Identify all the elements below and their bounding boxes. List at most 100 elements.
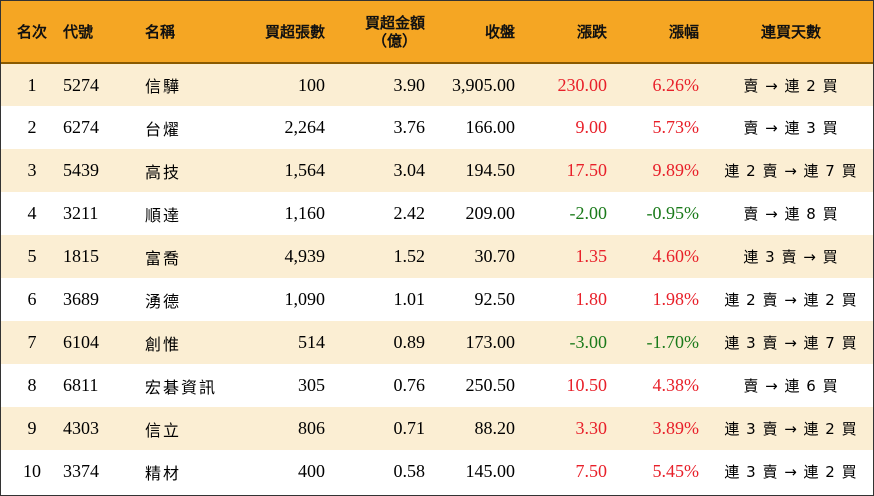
cell-close: 209.00 [465,203,516,223]
cell-change-pct: 6.26% [652,74,700,95]
cell-change-pct: 3.89% [652,418,700,438]
cell-rank: 9 [27,418,37,438]
cell-change: 3.30 [575,418,608,438]
table-row: 3 5439 高技 1,564 3.04 194.50 17.50 9.89% 連 2 賣 → … [1,149,873,192]
cell-name: 創惟 [145,334,182,354]
cell-name: 順達 [145,205,182,225]
cell-consecutive-days: 賣 → 連 2 買 [743,76,839,95]
cell-change: 1.80 [575,289,608,309]
cell-change: 230.00 [557,74,608,95]
cell-net-buy-lots: 1,160 [284,203,326,223]
cell-name: 高技 [145,162,182,182]
cell-code: 6811 [63,375,99,395]
cell-net-buy-lots: 1,090 [284,289,326,309]
table-row: 1 5274 信驊 100 3.90 3,905.00 230.00 6.26% 賣 → 連 2… [1,63,873,106]
cell-net-buy-amount: 1.52 [393,246,426,266]
table-row: 9 4303 信立 806 0.71 88.20 3.30 3.89% 連 3 賣 → 連 2 … [1,407,873,450]
cell-code: 3374 [63,461,99,481]
header-code: 代號 [63,1,135,64]
cell-net-buy-amount: 2.42 [393,203,426,223]
cell-close: 145.00 [465,461,516,481]
cell-change: 17.50 [566,160,608,180]
cell-rank: 1 [27,74,37,95]
cell-close: 194.50 [465,160,516,180]
cell-change-pct: 5.45% [652,461,700,481]
cell-change-pct: 5.73% [652,117,700,137]
cell-rank: 7 [27,332,37,352]
cell-close: 250.50 [465,375,516,395]
cell-net-buy-amount: 1.01 [393,289,426,309]
cell-rank: 5 [27,246,37,266]
cell-net-buy-amount: 3.76 [393,117,426,137]
cell-code: 1815 [63,246,99,266]
cell-change-pct: 1.98% [652,289,700,309]
cell-net-buy-amount: 3.04 [393,160,426,180]
cell-net-buy-lots: 4,939 [284,246,326,266]
cell-close: 88.20 [474,418,516,438]
cell-net-buy-amount: 0.58 [393,461,426,481]
cell-code: 5439 [63,160,99,180]
cell-net-buy-amount: 3.90 [393,74,426,95]
cell-net-buy-amount: 0.89 [393,332,426,352]
cell-close: 166.00 [465,117,516,137]
table-header: 名次 代號 名稱 買超張數 買超金額 （億） 收盤 漲跌 漲幅 連買天數 [1,1,873,64]
cell-net-buy-lots: 2,264 [284,117,326,137]
cell-net-buy-lots: 514 [298,332,325,352]
cell-change-pct: 4.38% [652,375,700,395]
header-consecutive-days: 連買天數 [709,1,873,64]
header-change-pct: 漲幅 [617,1,709,64]
cell-rank: 3 [27,160,37,180]
cell-consecutive-days: 賣 → 連 3 買 [743,119,839,137]
cell-change-pct: 9.89% [652,160,700,180]
cell-name: 信驊 [145,77,182,96]
cell-consecutive-days: 連 2 賣 → 連 2 買 [724,291,858,309]
cell-net-buy-lots: 305 [298,375,325,395]
cell-change: 1.35 [575,246,608,266]
table-row: 4 3211 順達 1,160 2.42 209.00 -2.00 -0.95% 賣 → 連 8… [1,192,873,235]
cell-change: -2.00 [569,203,608,223]
cell-change: 7.50 [575,461,608,481]
cell-change: -3.00 [569,332,608,352]
cell-rank: 2 [27,117,37,137]
cell-consecutive-days: 連 3 賣 → 連 7 買 [724,334,858,352]
cell-name: 信立 [145,420,182,440]
cell-consecutive-days: 連 2 賣 → 連 7 買 [724,162,858,180]
cell-consecutive-days: 賣 → 連 6 買 [743,377,839,395]
cell-change-pct: 4.60% [652,246,700,266]
header-rank: 名次 [1,1,63,64]
header-net-buy-amount: 買超金額 （億） [335,1,435,64]
cell-code: 4303 [63,418,99,438]
table-row: 5 1815 富喬 4,939 1.52 30.70 1.35 4.60% 連 3 賣 → 買 [1,235,873,278]
cell-close: 173.00 [465,332,516,352]
cell-rank: 10 [23,461,41,481]
cell-net-buy-lots: 1,564 [284,160,326,180]
cell-net-buy-lots: 400 [298,461,325,481]
header-net-buy-amount-line1: 買超金額 [364,13,425,32]
cell-close: 30.70 [474,246,516,266]
cell-name: 精材 [145,463,182,483]
cell-consecutive-days: 連 3 賣 → 連 2 買 [724,463,858,481]
cell-net-buy-amount: 0.71 [393,418,426,438]
header-name: 名稱 [135,1,235,64]
cell-change: 9.00 [575,117,608,137]
table-row: 7 6104 創惟 514 0.89 173.00 -3.00 -1.70% 連 3 賣 → 連… [1,321,873,364]
cell-code: 6104 [63,332,99,352]
cell-name: 湧德 [145,291,182,311]
cell-change-pct: -1.70% [646,332,700,352]
table-row: 10 3374 精材 400 0.58 145.00 7.50 5.45% 連 3 賣 → 連 … [1,450,873,493]
cell-consecutive-days: 連 3 賣 → 買 [743,248,839,266]
table-row: 6 3689 湧德 1,090 1.01 92.50 1.80 1.98% 連 2 賣 → 連 … [1,278,873,321]
cell-net-buy-amount: 0.76 [393,375,426,395]
header-net-buy-lots: 買超張數 [235,1,335,64]
table-body: 1 5274 信驊 100 3.90 3,905.00 230.00 6.26% 賣 → 連 2… [1,63,873,493]
header-close: 收盤 [435,1,525,64]
header-row: 名次 代號 名稱 買超張數 買超金額 （億） 收盤 漲跌 漲幅 連買天數 [1,1,873,64]
cell-close: 3,905.00 [452,74,515,95]
cell-rank: 6 [27,289,37,309]
cell-consecutive-days: 賣 → 連 8 買 [743,205,839,223]
cell-change-pct: -0.95% [646,203,700,223]
cell-code: 6274 [63,117,99,137]
cell-close: 92.50 [474,289,516,309]
cell-name: 台燿 [145,119,182,139]
